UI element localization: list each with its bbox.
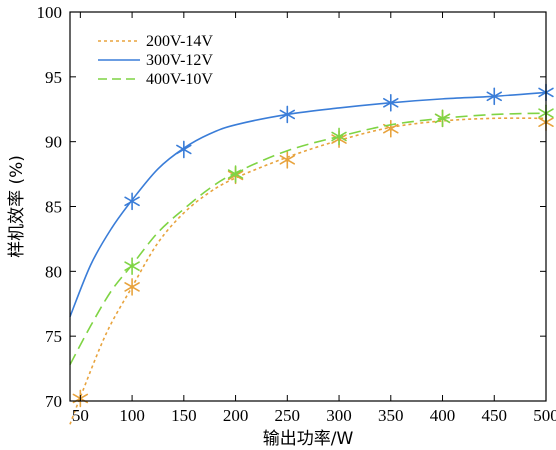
data-point-marker <box>176 140 192 159</box>
legend: 200V-14V 300V-12V 400V-10V <box>98 33 213 88</box>
y-tick-label: 80 <box>45 262 62 281</box>
x-tick-label: 400 <box>430 406 456 425</box>
series-line <box>69 117 547 425</box>
legend-label: 300V-12V <box>146 52 213 69</box>
data-point-marker <box>331 127 347 146</box>
series-2 <box>69 83 554 318</box>
data-point-marker <box>486 87 502 106</box>
data-point-marker <box>227 165 244 183</box>
x-tick-label: 50 <box>72 406 89 425</box>
x-tick-label: 350 <box>378 406 404 425</box>
y-axis-title: 样机效率 (%) <box>7 155 27 258</box>
y-tick-label: 85 <box>45 198 62 217</box>
series-line <box>69 91 547 318</box>
legend-item: 400V-10V <box>98 71 213 88</box>
legend-item: 200V-14V <box>98 33 213 50</box>
legend-label: 400V-10V <box>146 71 213 88</box>
x-axis-title: 输出功率/W <box>263 429 354 449</box>
y-tick-label: 95 <box>45 68 62 87</box>
series-1 <box>69 109 554 425</box>
data-point-marker <box>434 109 451 128</box>
legend-label: 200V-14V <box>146 33 213 50</box>
y-tick-label: 100 <box>37 3 63 22</box>
y-tick-label: 90 <box>45 133 62 152</box>
data-point-marker <box>279 105 296 124</box>
data-point-center <box>130 285 134 289</box>
plot-frame <box>69 11 547 402</box>
x-tick-label: 250 <box>275 406 301 425</box>
x-tick-label: 450 <box>482 406 508 425</box>
legend-item: 300V-12V <box>98 52 213 69</box>
y-tick-label: 75 <box>45 327 62 346</box>
x-tick-label: 200 <box>223 406 249 425</box>
x-tick-label: 500 <box>533 406 556 425</box>
data-point-marker <box>124 257 140 275</box>
series-layer <box>69 83 554 425</box>
data-point-marker <box>124 192 140 211</box>
y-tick-label: 70 <box>45 392 62 411</box>
series-line <box>69 112 547 366</box>
data-point-center <box>388 126 393 131</box>
series-3 <box>69 104 554 366</box>
data-point-marker <box>383 93 399 112</box>
axes-layer: 50 100 150 200 250 300 350 400 450 500 70 75 80 85 90 9… <box>37 3 556 425</box>
x-tick-label: 100 <box>119 406 145 425</box>
x-tick-label: 300 <box>326 406 352 425</box>
data-point-center <box>285 158 290 162</box>
x-tick-label: 150 <box>171 406 197 425</box>
